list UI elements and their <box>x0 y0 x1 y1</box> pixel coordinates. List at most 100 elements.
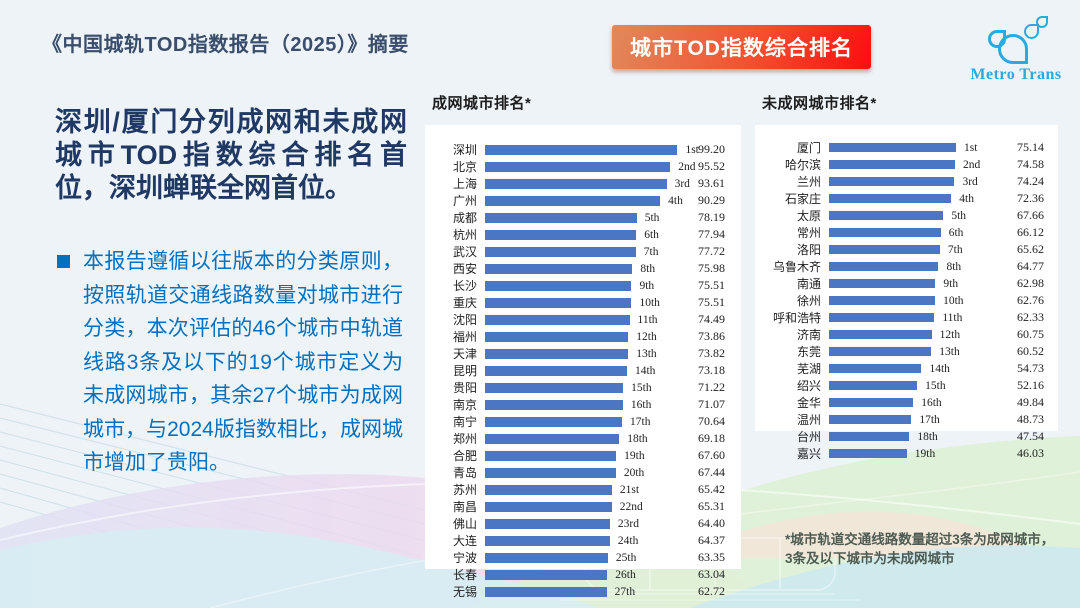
rank-label: 1st <box>685 143 699 156</box>
city-label: 宁波 <box>452 551 477 565</box>
bar-track: 10th <box>485 297 679 309</box>
bar-track: 16th <box>829 397 998 409</box>
value-bar <box>829 227 941 238</box>
rank-label: 11th <box>637 313 658 326</box>
value-bar <box>829 244 940 255</box>
rank-label: 2nd <box>678 160 696 173</box>
bar-track: 1st <box>829 142 998 154</box>
headline: 深圳/厦门分列成网和未成网城市TOD指数综合排名首位，深圳蝉联全网首位。 <box>55 107 407 203</box>
value-bar <box>485 535 610 546</box>
bar-track: 9th <box>829 278 998 290</box>
chart-row: 贵阳 15th 71.22 <box>431 379 729 396</box>
value-bar <box>485 212 637 223</box>
logo-text: Metro Trans <box>970 66 1062 83</box>
value-bar <box>485 195 661 206</box>
value-bar <box>485 161 671 172</box>
value-bar <box>485 280 632 291</box>
value-bar <box>829 176 955 187</box>
chart-row: 厦门 1st 75.14 <box>761 139 1048 156</box>
value-bar <box>829 261 939 272</box>
city-label: 石家庄 <box>784 192 821 206</box>
value-label: 67.60 <box>698 448 725 462</box>
value-bar <box>485 467 616 478</box>
rank-label: 22nd <box>619 500 643 513</box>
value-label: 70.64 <box>698 414 725 428</box>
bar-track: 13th <box>829 346 998 358</box>
rank-label: 15th <box>925 379 946 392</box>
city-label: 南昌 <box>452 500 477 514</box>
value-bar <box>829 142 956 153</box>
rank-label: 19th <box>624 449 645 462</box>
chart-row: 福州 12th 73.86 <box>431 328 729 345</box>
value-label: 71.07 <box>698 397 725 411</box>
bar-track: 14th <box>829 363 998 375</box>
city-label: 无锡 <box>452 585 477 599</box>
city-label: 杭州 <box>452 228 477 242</box>
city-label: 西安 <box>452 262 477 276</box>
rank-label: 18th <box>627 432 648 445</box>
rank-label: 18th <box>917 430 938 443</box>
value-label: 73.18 <box>698 363 725 377</box>
bar-track: 2nd <box>829 159 998 171</box>
chart-row: 北京 2nd 95.52 <box>431 158 729 175</box>
rank-label: 8th <box>640 262 656 275</box>
value-label: 75.14 <box>1017 140 1044 154</box>
rank-label: 7th <box>643 245 659 258</box>
bar-track: 4th <box>485 195 683 207</box>
bar-track: 18th <box>829 431 998 443</box>
rank-label: 8th <box>946 260 962 273</box>
chart-row: 洛阳 7th 65.62 <box>761 241 1048 258</box>
city-label: 常州 <box>796 226 821 240</box>
rank-label: 17th <box>630 415 651 428</box>
value-bar <box>485 365 627 376</box>
bar-track: 5th <box>829 210 998 222</box>
rank-label: 3rd <box>674 177 690 190</box>
value-bar <box>485 416 623 427</box>
value-label: 64.37 <box>698 533 725 547</box>
value-label: 63.04 <box>698 567 725 581</box>
rank-label: 12th <box>939 328 961 341</box>
value-label: 74.58 <box>1017 157 1044 171</box>
city-label: 南通 <box>796 277 821 291</box>
bar-track: 11th <box>485 314 679 326</box>
chart-title: 未成网城市排名* <box>762 95 877 112</box>
bar-track: 24th <box>485 535 679 547</box>
footnote: *城市轨道交通线路数量超过3条为成网城市， 3条及以下城市为未成网城市 <box>785 530 1075 568</box>
bar-track: 14th <box>485 365 679 377</box>
footnote-line2: 3条及以下城市为未成网城市 <box>785 551 955 566</box>
bar-track: 5th <box>485 212 679 224</box>
city-label: 上海 <box>452 177 477 191</box>
rank-label: 6th <box>644 228 659 241</box>
bar-track: 6th <box>485 229 679 241</box>
value-bar <box>485 552 608 563</box>
bar-track: 3rd <box>829 176 998 188</box>
bar-track: 12th <box>829 329 998 341</box>
value-label: 46.03 <box>1017 446 1044 460</box>
chart-row: 大连 24th 64.37 <box>431 532 729 549</box>
value-label: 60.52 <box>1017 344 1044 358</box>
bar-track: 19th <box>829 448 998 460</box>
chart-row: 长春 26th 63.04 <box>431 566 729 583</box>
chart-row: 嘉兴 19th 46.03 <box>761 445 1048 462</box>
value-bar <box>485 348 629 359</box>
chart-row: 重庆 10th 75.51 <box>431 294 729 311</box>
city-label: 温州 <box>796 413 821 427</box>
value-label: 77.94 <box>698 227 725 241</box>
city-label: 金华 <box>796 396 821 410</box>
city-label: 贵阳 <box>452 381 477 395</box>
city-label: 福州 <box>452 330 477 344</box>
networked-cities-chart: 成网城市排名* 深圳 1st 99.20 北京 2nd 95.52 上海 3rd 93.61 广州… <box>425 92 741 599</box>
rank-label: 10th <box>639 296 660 309</box>
chart-row: 沈阳 11th 74.49 <box>431 311 729 328</box>
rank-label: 24th <box>617 534 639 547</box>
city-label: 哈尔滨 <box>784 158 821 172</box>
chart-row: 东莞 13th 60.52 <box>761 343 1048 360</box>
page-title: 《中国城轨TOD指数报告（2025）》摘要 <box>42 34 409 56</box>
value-bar <box>485 569 608 580</box>
bar-track: 4th <box>829 193 998 205</box>
rank-label: 26th <box>615 568 636 581</box>
value-label: 75.98 <box>698 261 725 275</box>
chart-row: 长沙 9th 75.51 <box>431 277 729 294</box>
value-label: 93.61 <box>698 176 725 190</box>
chart-row: 深圳 1st 99.20 <box>431 141 729 158</box>
